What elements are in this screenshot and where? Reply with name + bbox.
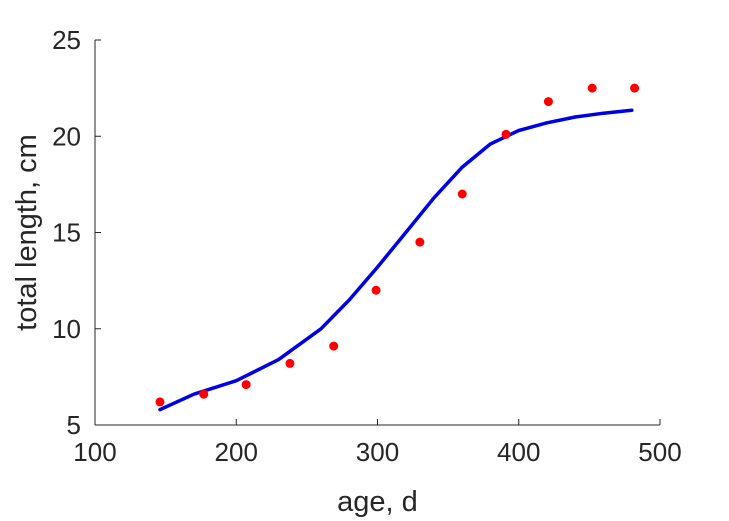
data-point bbox=[199, 389, 209, 399]
plot-lines bbox=[158, 108, 634, 412]
data-point bbox=[543, 97, 553, 107]
data-point bbox=[415, 237, 425, 247]
y-tick-label: 25 bbox=[52, 25, 81, 55]
data-point bbox=[329, 341, 339, 351]
fit-curve-line bbox=[158, 108, 634, 412]
y-tick-label: 10 bbox=[52, 314, 81, 344]
data-point bbox=[285, 358, 295, 368]
x-tick-label: 400 bbox=[497, 437, 540, 467]
x-axis-label: age, d bbox=[337, 486, 418, 518]
x-ticks: 100 200 300 400 500 bbox=[73, 419, 682, 467]
x-tick-label: 500 bbox=[638, 437, 681, 467]
y-tick-label: 20 bbox=[52, 121, 81, 151]
x-tick-label: 200 bbox=[215, 437, 258, 467]
x-tick-label: 100 bbox=[73, 437, 116, 467]
x-tick-label: 300 bbox=[356, 437, 399, 467]
y-axis-label: total length, cm bbox=[11, 134, 43, 331]
data-point bbox=[457, 189, 467, 199]
data-point bbox=[371, 285, 381, 295]
data-point bbox=[241, 380, 251, 390]
axes bbox=[94, 40, 660, 426]
y-tick-label: 15 bbox=[52, 218, 81, 248]
y-ticks: 5 10 15 20 25 bbox=[52, 25, 101, 440]
y-tick-label: 5 bbox=[67, 410, 81, 440]
plot-points bbox=[155, 83, 640, 407]
data-point bbox=[630, 83, 640, 93]
data-point bbox=[501, 129, 511, 139]
data-point bbox=[587, 83, 597, 93]
data-point bbox=[155, 397, 165, 407]
